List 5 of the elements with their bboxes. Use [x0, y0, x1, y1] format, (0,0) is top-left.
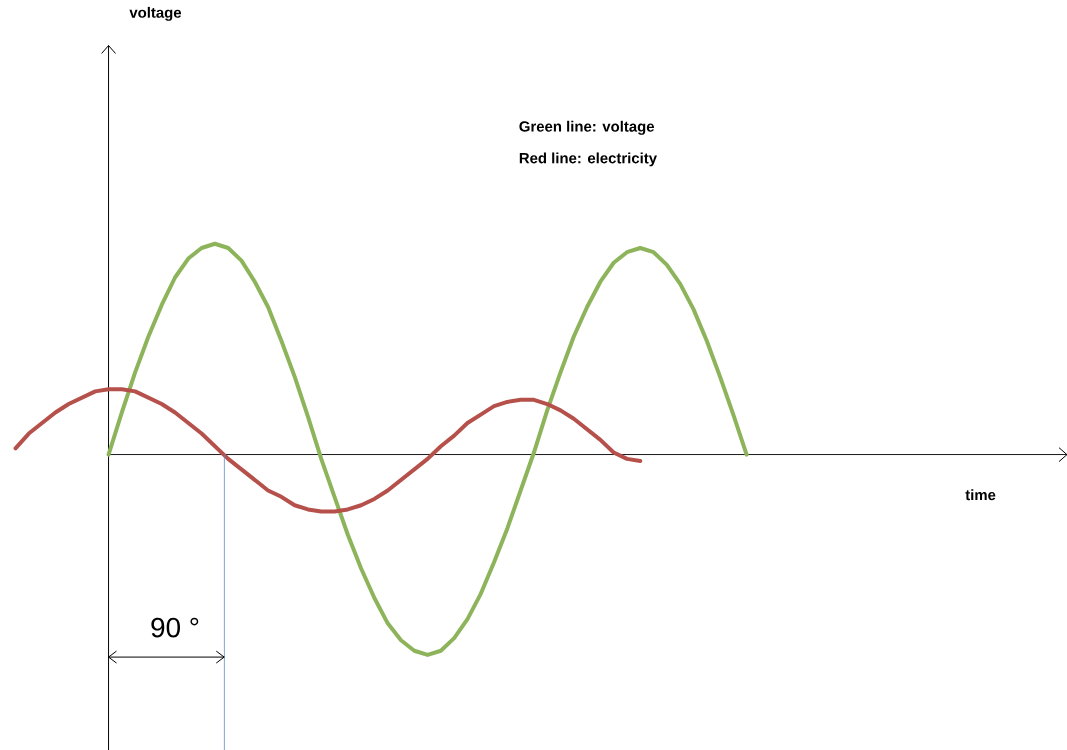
text: time — [965, 489, 996, 501]
text: voltage — [129, 6, 182, 21]
text: Red line: electricity — [519, 152, 657, 167]
annotation: 90 ° — [151, 617, 199, 638]
text: Green line: voltage — [519, 120, 655, 135]
